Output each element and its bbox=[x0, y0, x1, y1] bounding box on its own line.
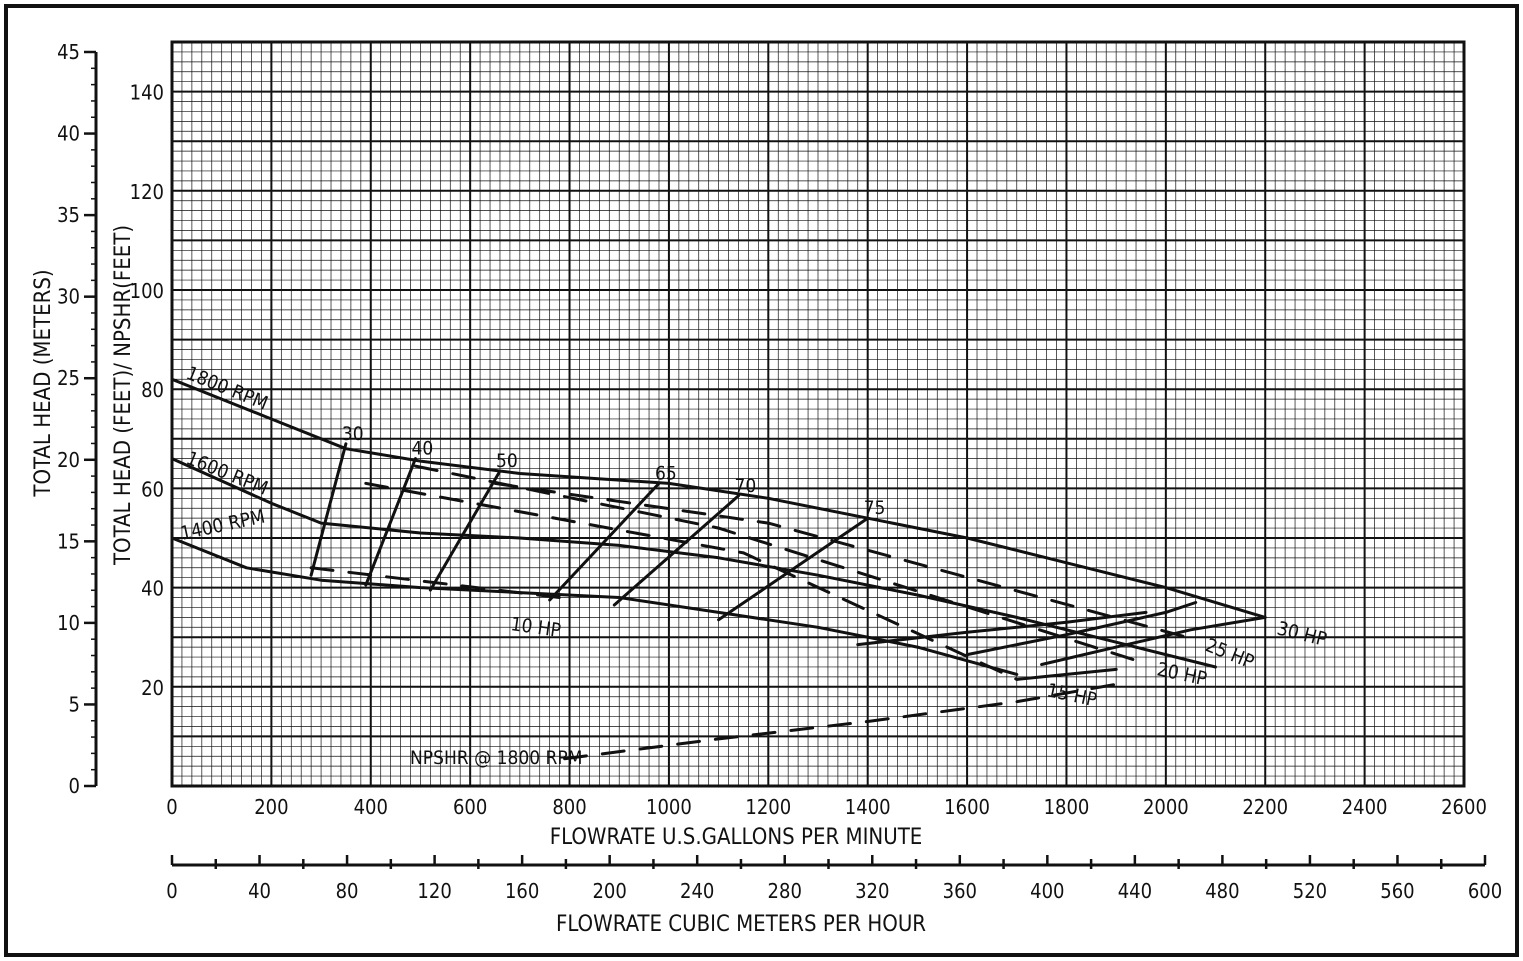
gpm-tick-label: 1000 bbox=[646, 795, 692, 819]
efficiency-line-70 bbox=[612, 494, 740, 607]
meters-tick-label: 30 bbox=[57, 285, 80, 309]
m3h-tick-label: 560 bbox=[1380, 879, 1414, 903]
m3h-tick-label: 280 bbox=[768, 879, 802, 903]
meters-tick-label: 10 bbox=[57, 611, 80, 635]
m3h-tick-label: 520 bbox=[1293, 879, 1327, 903]
meters-tick-label: 15 bbox=[57, 529, 80, 553]
feet-tick-label: 100 bbox=[130, 279, 164, 303]
gpm-tick-label: 600 bbox=[453, 795, 487, 819]
gpm-tick-label: 2600 bbox=[1441, 795, 1487, 819]
series-1800-rpm bbox=[170, 377, 1267, 619]
efficiency-line-30 bbox=[309, 442, 348, 577]
series-1400-rpm bbox=[170, 536, 1019, 676]
m3h-tick-label: 440 bbox=[1118, 879, 1152, 903]
meters-tick-label: 25 bbox=[57, 366, 80, 390]
gpm-tick-label: 800 bbox=[552, 795, 586, 819]
efficiency-label-50: 50 bbox=[496, 450, 518, 472]
efficiency-label-75: 75 bbox=[864, 497, 886, 519]
series-1600-rpm bbox=[170, 457, 1217, 669]
gpm-tick-label: 2000 bbox=[1143, 795, 1189, 819]
efficiency-label-65: 65 bbox=[655, 462, 677, 484]
meters-tick-label: 0 bbox=[69, 774, 80, 798]
hp-curve-25-hp bbox=[965, 601, 1198, 657]
m3h-tick-label: 40 bbox=[248, 879, 271, 903]
meters-tick-label: 40 bbox=[57, 122, 80, 146]
efficiency-line-40 bbox=[364, 457, 417, 587]
label-npshr: NPSHR @ 1800 RPM bbox=[410, 747, 582, 769]
y-left-axis-label: TOTAL HEAD (METERS) bbox=[31, 269, 56, 497]
m3h-tick-label: 0 bbox=[166, 879, 177, 903]
feet-tick-label: 20 bbox=[141, 676, 164, 700]
gpm-tick-label: 2400 bbox=[1342, 795, 1388, 819]
gpm-tick-label: 0 bbox=[166, 795, 177, 819]
hp-dashed-25-hp bbox=[493, 481, 1198, 642]
hp-curve-20-hp bbox=[856, 610, 1148, 647]
m3h-tick-label: 320 bbox=[855, 879, 889, 903]
efficiency-label-30: 30 bbox=[342, 423, 364, 445]
series-npshr-1800-rpm bbox=[563, 682, 1118, 761]
plot-frame bbox=[170, 40, 1466, 788]
feet-tick-label: 140 bbox=[130, 81, 164, 105]
feet-tick-label: 120 bbox=[130, 180, 164, 204]
axes bbox=[84, 50, 1487, 869]
feet-tick-label: 80 bbox=[141, 378, 164, 402]
gpm-tick-label: 400 bbox=[354, 795, 388, 819]
meters-tick-label: 45 bbox=[57, 40, 80, 64]
meters-tick-label: 20 bbox=[57, 448, 80, 472]
efficiency-label-40: 40 bbox=[411, 438, 433, 460]
m3h-tick-label: 400 bbox=[1030, 879, 1064, 903]
m3h-tick-label: 360 bbox=[943, 879, 977, 903]
efficiency-line-50 bbox=[428, 469, 502, 592]
gpm-tick-label: 1200 bbox=[745, 795, 791, 819]
feet-tick-label: 40 bbox=[141, 577, 164, 601]
y-inner-axis-label: TOTAL HEAD (FEET)/ NPSHR(FEET) bbox=[111, 225, 136, 566]
m3h-tick-label: 240 bbox=[680, 879, 714, 903]
grid bbox=[170, 40, 1466, 788]
x2-axis-label: FLOWRATE CUBIC METERS PER HOUR bbox=[556, 912, 926, 937]
meters-tick-label: 5 bbox=[69, 692, 80, 716]
series-layer: 30 40 50 65 70 75 bbox=[170, 377, 1267, 761]
efficiency-label-70: 70 bbox=[734, 475, 756, 497]
m3h-tick-label: 160 bbox=[505, 879, 539, 903]
feet-tick-label: 60 bbox=[141, 477, 164, 501]
hp-dashed-20-hp bbox=[414, 464, 1143, 664]
m3h-tick-label: 80 bbox=[336, 879, 359, 903]
gpm-tick-label: 2200 bbox=[1242, 795, 1288, 819]
gpm-tick-label: 1800 bbox=[1044, 795, 1090, 819]
m3h-tick-label: 600 bbox=[1468, 879, 1502, 903]
gpm-tick-label: 1400 bbox=[845, 795, 891, 819]
hp-curve-15-hp bbox=[1015, 667, 1118, 681]
x-axis-label: FLOWRATE U.S.GALLONS PER MINUTE bbox=[550, 825, 923, 850]
efficiency-line-65 bbox=[548, 481, 661, 602]
hp-dashed-10-hp bbox=[309, 566, 562, 599]
m3h-tick-label: 120 bbox=[417, 879, 451, 903]
meters-tick-label: 35 bbox=[57, 203, 80, 227]
gpm-tick-label: 200 bbox=[254, 795, 288, 819]
m3h-tick-label: 480 bbox=[1205, 879, 1239, 903]
efficiency-line-75 bbox=[717, 516, 870, 622]
m3h-tick-label: 200 bbox=[592, 879, 626, 903]
hp-curve-30-hp bbox=[1040, 615, 1267, 666]
gpm-tick-label: 1600 bbox=[944, 795, 990, 819]
